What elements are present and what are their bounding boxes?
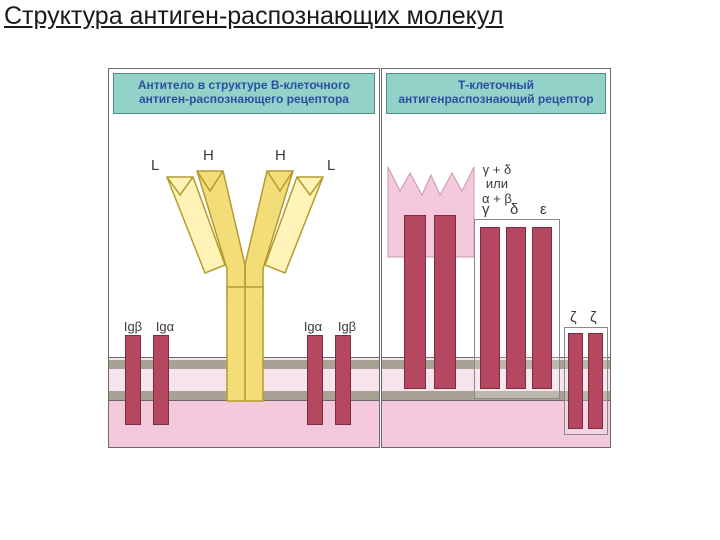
bar-Iga-right xyxy=(307,335,323,425)
bar-zeta-1 xyxy=(568,333,583,429)
label-delta: δ xyxy=(510,201,518,218)
panel-bcr: Антитело в структуре В-клеточного антиге… xyxy=(108,68,380,448)
label-Igb-right: Igβ xyxy=(333,319,361,334)
bar-tcr-chain-b xyxy=(434,215,456,389)
tcr-v-region xyxy=(388,167,474,257)
bar-Igb-left xyxy=(125,335,141,425)
label-gamma: γ xyxy=(482,201,490,218)
bar-Iga-left xyxy=(153,335,169,425)
diagram: Антитело в структуре В-клеточного антиге… xyxy=(108,68,612,448)
panel-tcr: Т-клеточный антигенраспознающий рецептор… xyxy=(381,68,611,448)
label-Iga-left: Igα xyxy=(151,319,179,334)
label-Igb-left: Igβ xyxy=(119,319,147,334)
bar-tcr-chain-a xyxy=(404,215,426,389)
bar-cd3-epsilon xyxy=(532,227,552,389)
bar-cd3-gamma xyxy=(480,227,500,389)
bar-Igb-right xyxy=(335,335,351,425)
label-gd-or-ab: γ + δ или α + β xyxy=(482,163,512,206)
bar-zeta-2 xyxy=(588,333,603,429)
label-epsilon: ε xyxy=(540,201,547,218)
label-zeta-2: ζ xyxy=(590,309,597,326)
label-zeta-1: ζ xyxy=(570,309,577,326)
bar-cd3-delta xyxy=(506,227,526,389)
label-Iga-right: Igα xyxy=(299,319,327,334)
panel-tcr-header: Т-клеточный антигенраспознающий рецептор xyxy=(386,73,606,114)
page-title: Структура антиген-распознающих молекул xyxy=(4,2,503,31)
